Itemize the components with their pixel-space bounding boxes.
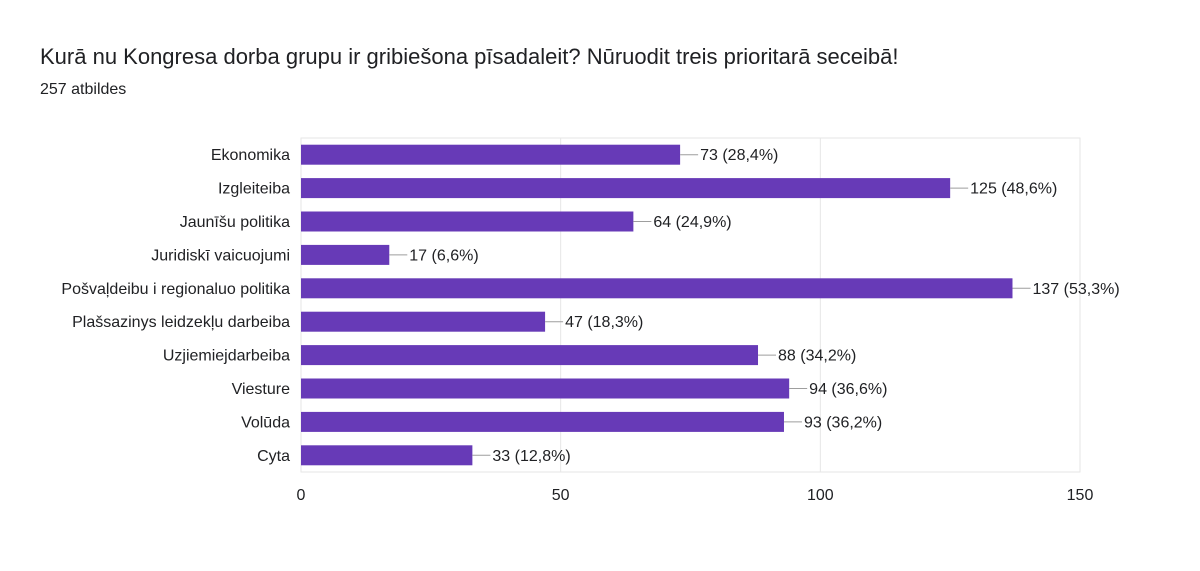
bar bbox=[301, 445, 473, 466]
data-label: 88 (34,2%) bbox=[778, 348, 856, 365]
bar bbox=[301, 178, 951, 199]
x-tick-label: 150 bbox=[1067, 487, 1094, 504]
data-label: 47 (18,3%) bbox=[565, 314, 643, 331]
data-label: 137 (53,3%) bbox=[1032, 281, 1119, 298]
category-label: Uzjiemiejdarbeiba bbox=[163, 348, 290, 365]
data-label: 33 (12,8%) bbox=[492, 448, 570, 465]
category-label: Jaunīšu politika bbox=[180, 214, 290, 231]
bar bbox=[301, 144, 681, 165]
bar bbox=[301, 345, 759, 366]
data-label: 93 (36,2%) bbox=[804, 414, 882, 431]
category-label: Ekonomika bbox=[211, 147, 290, 164]
bar bbox=[301, 278, 1013, 299]
category-label: Juridiskī vaicuojumi bbox=[151, 247, 290, 264]
bar bbox=[301, 211, 634, 232]
category-label: Izgleiteiba bbox=[218, 181, 290, 198]
category-label: Viesture bbox=[232, 381, 291, 398]
category-label: Plašsazinys leidzekļu darbeiba bbox=[72, 314, 290, 331]
x-tick-label: 50 bbox=[552, 487, 570, 504]
data-label: 94 (36,6%) bbox=[809, 381, 887, 398]
data-label: 73 (28,4%) bbox=[700, 147, 778, 164]
bar bbox=[301, 378, 790, 399]
data-label: 125 (48,6%) bbox=[970, 181, 1057, 198]
bar bbox=[301, 311, 546, 332]
chart-header: Kurā nu Kongresa dorba grupu ir gribiešo… bbox=[40, 42, 899, 100]
data-label: 64 (24,9%) bbox=[653, 214, 731, 231]
bar bbox=[301, 244, 390, 265]
x-tick-label: 0 bbox=[297, 487, 306, 504]
data-label: 17 (6,6%) bbox=[409, 247, 478, 264]
category-label: Cyta bbox=[257, 448, 290, 465]
x-tick-label: 100 bbox=[807, 487, 834, 504]
bar bbox=[301, 411, 784, 432]
chart-title: Kurā nu Kongresa dorba grupu ir gribiešo… bbox=[40, 44, 899, 69]
category-label: Pošvaļdeibu i regionaluo politika bbox=[61, 281, 290, 298]
response-count: 257 atbildes bbox=[40, 81, 127, 98]
category-label: Volūda bbox=[241, 414, 290, 431]
